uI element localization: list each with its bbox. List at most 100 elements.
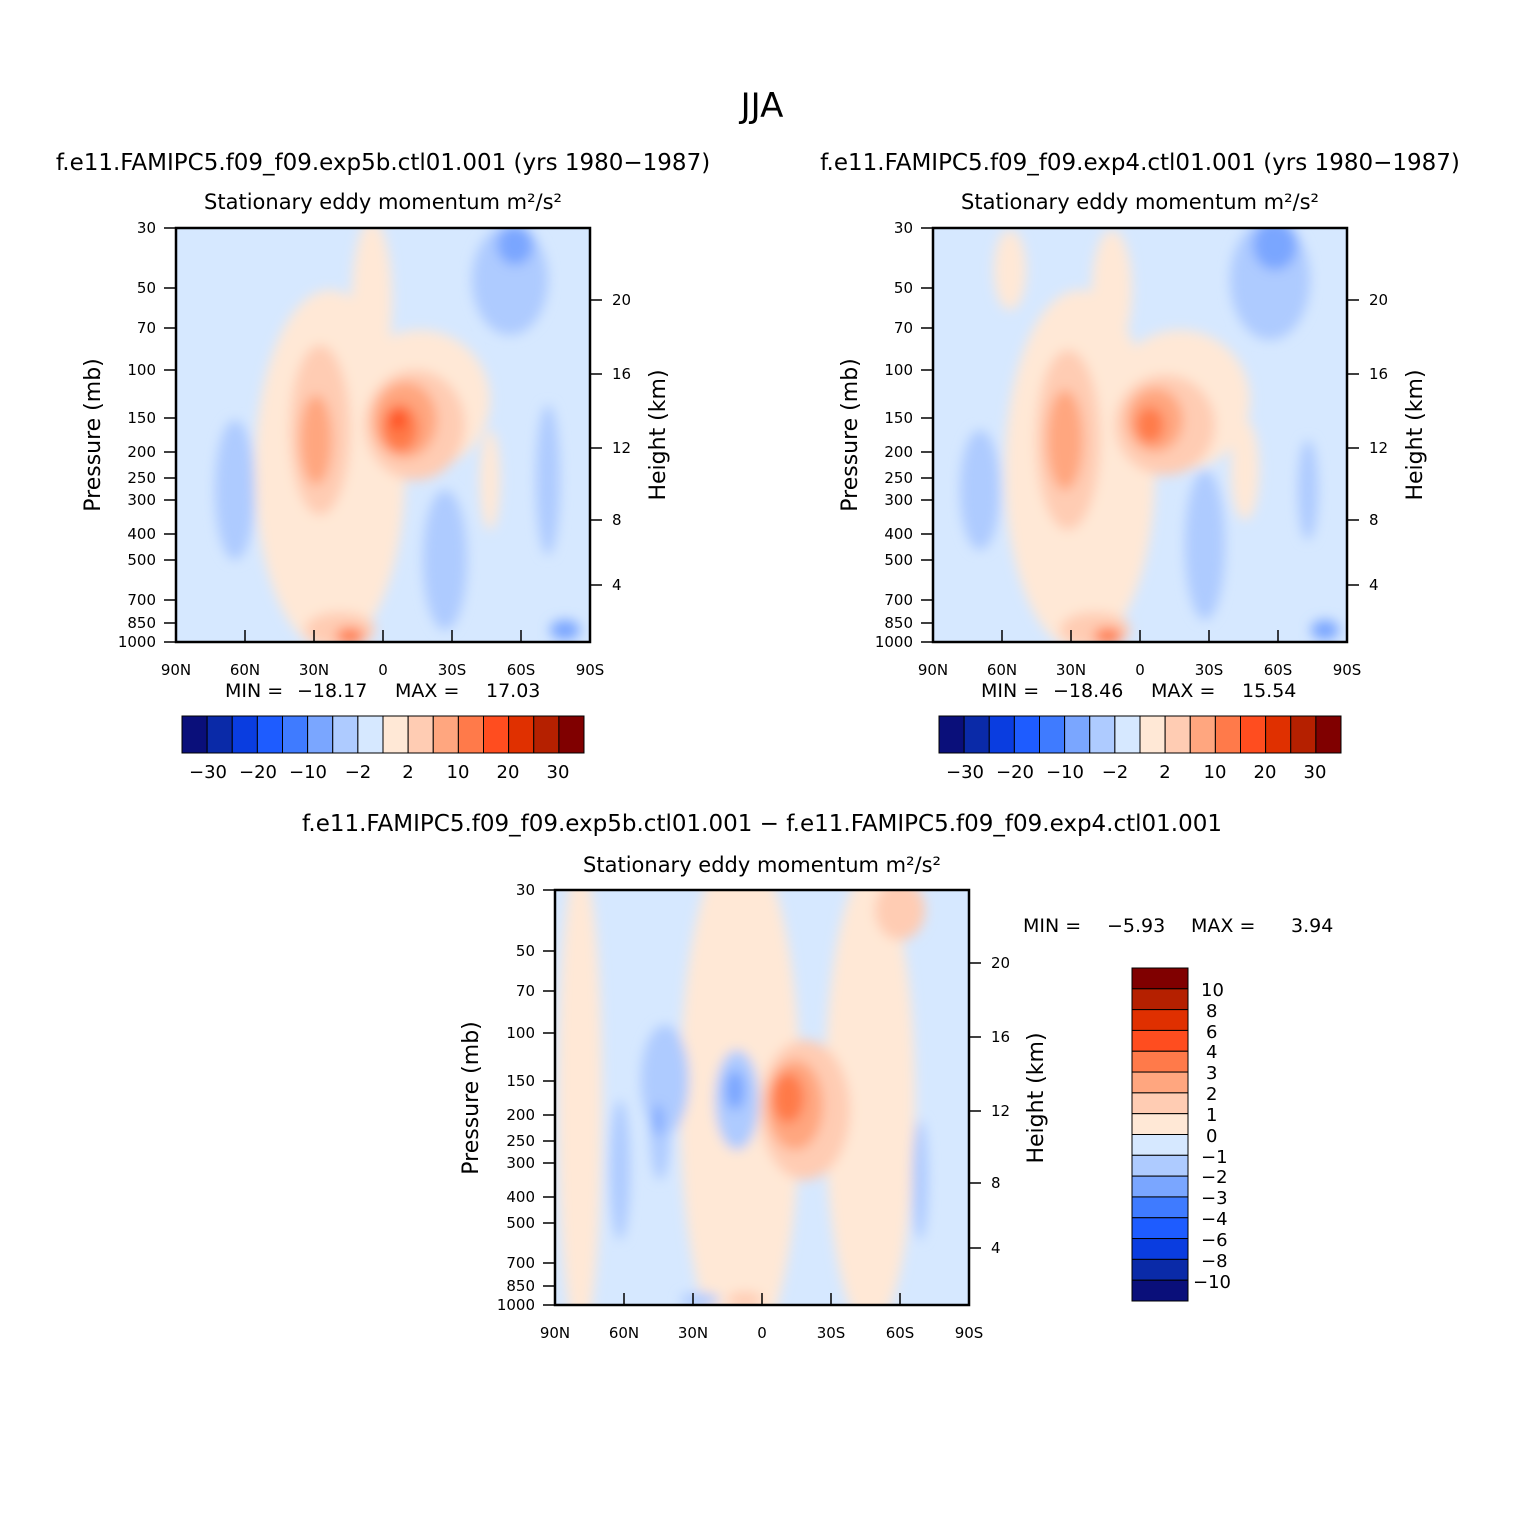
colorbar-label: −10	[289, 762, 327, 783]
positive-region	[1047, 390, 1083, 490]
y-tick-label: 70	[894, 319, 913, 337]
y-tick-label: 300	[506, 1154, 535, 1172]
colorbar-label: 10	[1204, 762, 1227, 783]
min-label: MIN =	[981, 680, 1039, 702]
colorbar-swatch	[483, 715, 510, 754]
y-tick-label: 250	[506, 1132, 535, 1150]
colorbar-label: −8	[1201, 1251, 1228, 1272]
colorbar-label: 20	[497, 762, 520, 783]
max-value: 17.03	[486, 680, 540, 702]
x-tick-label: 30S	[1195, 661, 1224, 679]
y-axis-label: Pressure (mb)	[459, 1021, 484, 1175]
colorbar-label: 2	[402, 762, 413, 783]
negative-region	[725, 1070, 745, 1110]
colorbar-label: −6	[1201, 1230, 1228, 1251]
colorbar-swatch	[1131, 1134, 1189, 1156]
colorbar-swatch	[1131, 1050, 1189, 1073]
y-tick-label: 150	[506, 1072, 535, 1090]
y-tick-labels: 30 50 70 100 150 200 250 300 400 500 700…	[875, 219, 913, 651]
y2-axis-label: Height (km)	[646, 369, 671, 500]
y-tick-label: 500	[127, 551, 156, 569]
colorbar-swatch	[457, 715, 484, 754]
y-tick-label: 300	[127, 491, 156, 509]
colorbar-label: 2	[1206, 1084, 1217, 1105]
colorbar-label: 3	[1206, 1063, 1217, 1084]
y-tick-label: 400	[506, 1188, 535, 1206]
x-tick-label: 90S	[576, 661, 605, 679]
positive-region	[875, 890, 925, 940]
negative-region	[960, 430, 1000, 550]
colorbar-label: −10	[1193, 1272, 1231, 1293]
colorbar-swatch	[1131, 1009, 1189, 1031]
x-tick-label: 90S	[955, 1324, 984, 1342]
colorbar-label: −10	[1046, 762, 1084, 783]
y-ticks	[164, 227, 176, 643]
contour-field	[176, 228, 590, 642]
positive-region	[390, 410, 406, 430]
colorbar-swatch	[357, 715, 384, 754]
x-ticks	[932, 630, 1348, 642]
colorbar-swatch	[1214, 715, 1241, 754]
y2-ticks	[969, 962, 981, 1249]
min-value: −18.17	[297, 680, 367, 702]
panel-top-left: f.e11.FAMIPC5.f09_f09.exp5b.ctl01.001 (y…	[56, 150, 710, 783]
y-tick-label: 50	[137, 279, 156, 297]
colorbar-label: 6	[1206, 1022, 1217, 1043]
colorbar-swatch	[533, 715, 560, 754]
x-tick-label: 0	[378, 661, 388, 679]
y-axis-label: Pressure (mb)	[81, 358, 106, 512]
min-max-readout: MIN = −5.93 MAX = 3.94	[1023, 915, 1333, 937]
colorbar-swatch	[1131, 1154, 1189, 1177]
colorbar-swatch	[1089, 715, 1116, 754]
x-tick-labels: 90N 60N 30N 0 30S 60S 90S	[918, 661, 1361, 679]
y-tick-label: 850	[884, 614, 913, 632]
y-tick-label: 1000	[497, 1296, 535, 1314]
positive-region	[727, 1292, 763, 1305]
y2-tick-label: 8	[1369, 511, 1379, 529]
y2-tick-label: 12	[1369, 439, 1388, 457]
colorbar-labels: 10 8 6 4 3 2 1 0 −1 −2 −3 −4 −6 −8 −10	[1193, 980, 1231, 1293]
colorbar-label: 8	[1206, 1001, 1217, 1022]
positive-region	[1231, 420, 1259, 520]
colorbar-label: 4	[1206, 1042, 1217, 1063]
plot-title: Stationary eddy momentum m²/s²	[204, 190, 562, 214]
x-tick-label: 60N	[230, 661, 260, 679]
x-tick-label: 0	[1135, 661, 1145, 679]
colorbar-swatch	[558, 715, 585, 754]
y-tick-label: 1000	[118, 633, 156, 651]
y-tick-label: 30	[516, 881, 535, 899]
colorbar-swatch	[382, 715, 409, 754]
colorbar-swatch	[181, 715, 208, 754]
colorbar-swatch	[1131, 988, 1189, 1011]
colorbar-swatch	[1064, 715, 1091, 754]
colorbar-label: −2	[345, 762, 372, 783]
negative-region	[1311, 620, 1339, 640]
max-label: MAX =	[1151, 680, 1215, 702]
plot-title: Stationary eddy momentum m²/s²	[961, 190, 1319, 214]
colorbar-swatch	[1131, 1258, 1189, 1281]
case-title: f.e11.FAMIPC5.f09_f09.exp5b.ctl01.001 (y…	[56, 150, 710, 176]
colorbar-swatch	[1139, 715, 1166, 754]
y2-tick-label: 4	[1369, 576, 1379, 594]
y-tick-label: 400	[127, 525, 156, 543]
y-tick-label: 150	[884, 409, 913, 427]
colorbar-swatch	[1013, 715, 1040, 754]
y-tick-label: 1000	[875, 633, 913, 651]
colorbar-swatch	[1131, 1113, 1189, 1135]
min-label: MIN =	[1023, 915, 1081, 937]
colorbar-swatch	[1131, 1092, 1189, 1115]
positive-region	[1136, 407, 1164, 443]
y-tick-label: 700	[127, 591, 156, 609]
min-value: −5.93	[1107, 915, 1165, 937]
x-tick-label: 0	[757, 1324, 767, 1342]
colorbar-swatch	[1131, 1029, 1189, 1052]
y-tick-label: 850	[127, 614, 156, 632]
negative-region	[680, 1293, 720, 1305]
positive-region	[772, 1073, 804, 1123]
negative-region	[550, 620, 580, 640]
colorbar-labels: −30 −20 −10 −2 2 10 20 30	[946, 762, 1326, 783]
y-tick-label: 300	[884, 491, 913, 509]
positive-region	[480, 430, 500, 530]
negative-region	[423, 490, 467, 630]
